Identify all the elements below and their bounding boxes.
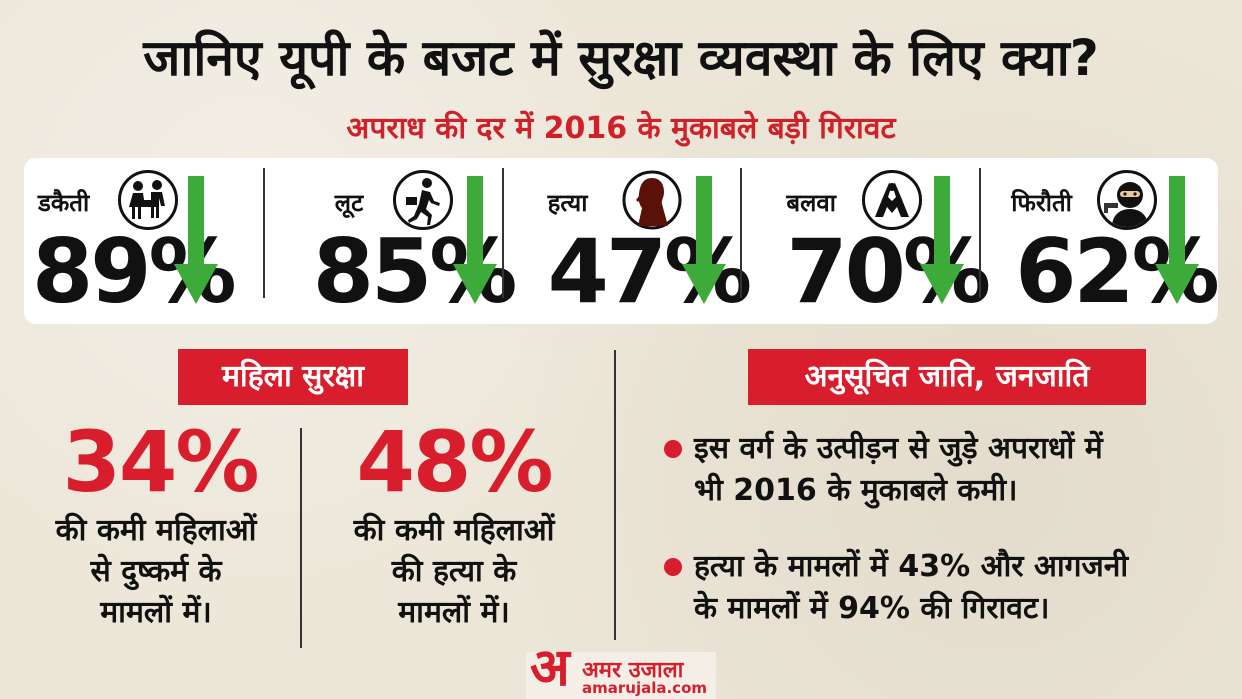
stat-label: लूट bbox=[334, 189, 364, 217]
sc-st-bullet: इस वर्ग के उत्पीड़न से जुड़े अपराधों में… bbox=[660, 428, 1220, 512]
riot-icon bbox=[862, 170, 923, 230]
logo-name: अमर उजाला bbox=[582, 658, 684, 683]
women-section-divider bbox=[300, 428, 302, 648]
women-safety-heading: महिला सुरक्षा bbox=[178, 349, 408, 405]
women-murder-reduction-value: 48% bbox=[356, 413, 553, 511]
down-arrow-icon bbox=[681, 176, 726, 304]
women-murder-reduction-desc: की कमी महिलाओं की हत्या के मामलों में। bbox=[353, 513, 555, 630]
murder-silhouette-icon bbox=[622, 170, 682, 230]
down-arrow-icon bbox=[1155, 176, 1200, 304]
ransom-masked-icon bbox=[1097, 170, 1158, 230]
stat-label: हत्या bbox=[547, 189, 588, 217]
stat-label: डकैती bbox=[38, 189, 90, 217]
logo-url: amarujala.com bbox=[582, 679, 708, 697]
down-arrow-icon bbox=[452, 176, 497, 304]
women-rape-reduction-desc: की कमी महिलाओं से दुष्कर्म के मामलों में… bbox=[55, 513, 257, 630]
bullet-dot-icon bbox=[664, 558, 682, 576]
women-rape-reduction-value: 34% bbox=[62, 413, 259, 511]
stat-murder: हत्या 47% bbox=[501, 158, 752, 324]
stat-robbery: डकैती 89% bbox=[24, 158, 263, 324]
sc-st-bullet: हत्या के मामलों में 43% और आगजनी के मामल… bbox=[660, 546, 1220, 630]
main-section-divider bbox=[614, 350, 616, 640]
stat-loot: लूट 85% bbox=[262, 158, 517, 324]
stat-label: फिरौती bbox=[1011, 189, 1072, 217]
page-title: जानिए यूपी के बजट में सुरक्षा व्यवस्था क… bbox=[143, 29, 1099, 87]
down-arrow-icon bbox=[920, 176, 965, 304]
stat-label: बलवा bbox=[786, 189, 836, 217]
page-subtitle: अपराध की दर में 2016 के मुकाबले बड़ी गिर… bbox=[346, 111, 896, 146]
bullet-dot-icon bbox=[664, 440, 682, 458]
stat-riot: बलवा 70% bbox=[740, 158, 991, 324]
stat-ransom: फिरौती 62% bbox=[979, 158, 1220, 324]
loot-runner-icon bbox=[392, 170, 453, 230]
robbery-icon bbox=[118, 170, 178, 230]
logo-mark: अ bbox=[530, 638, 570, 698]
crime-stats-panel: डकैती 89% लूट 85% bbox=[24, 158, 1220, 324]
sc-st-heading: अनुसूचित जाति, जनजाति bbox=[748, 349, 1146, 405]
down-arrow-icon bbox=[174, 176, 218, 304]
amar-ujala-logo: अ अमर उजाला amarujala.com bbox=[526, 642, 716, 699]
